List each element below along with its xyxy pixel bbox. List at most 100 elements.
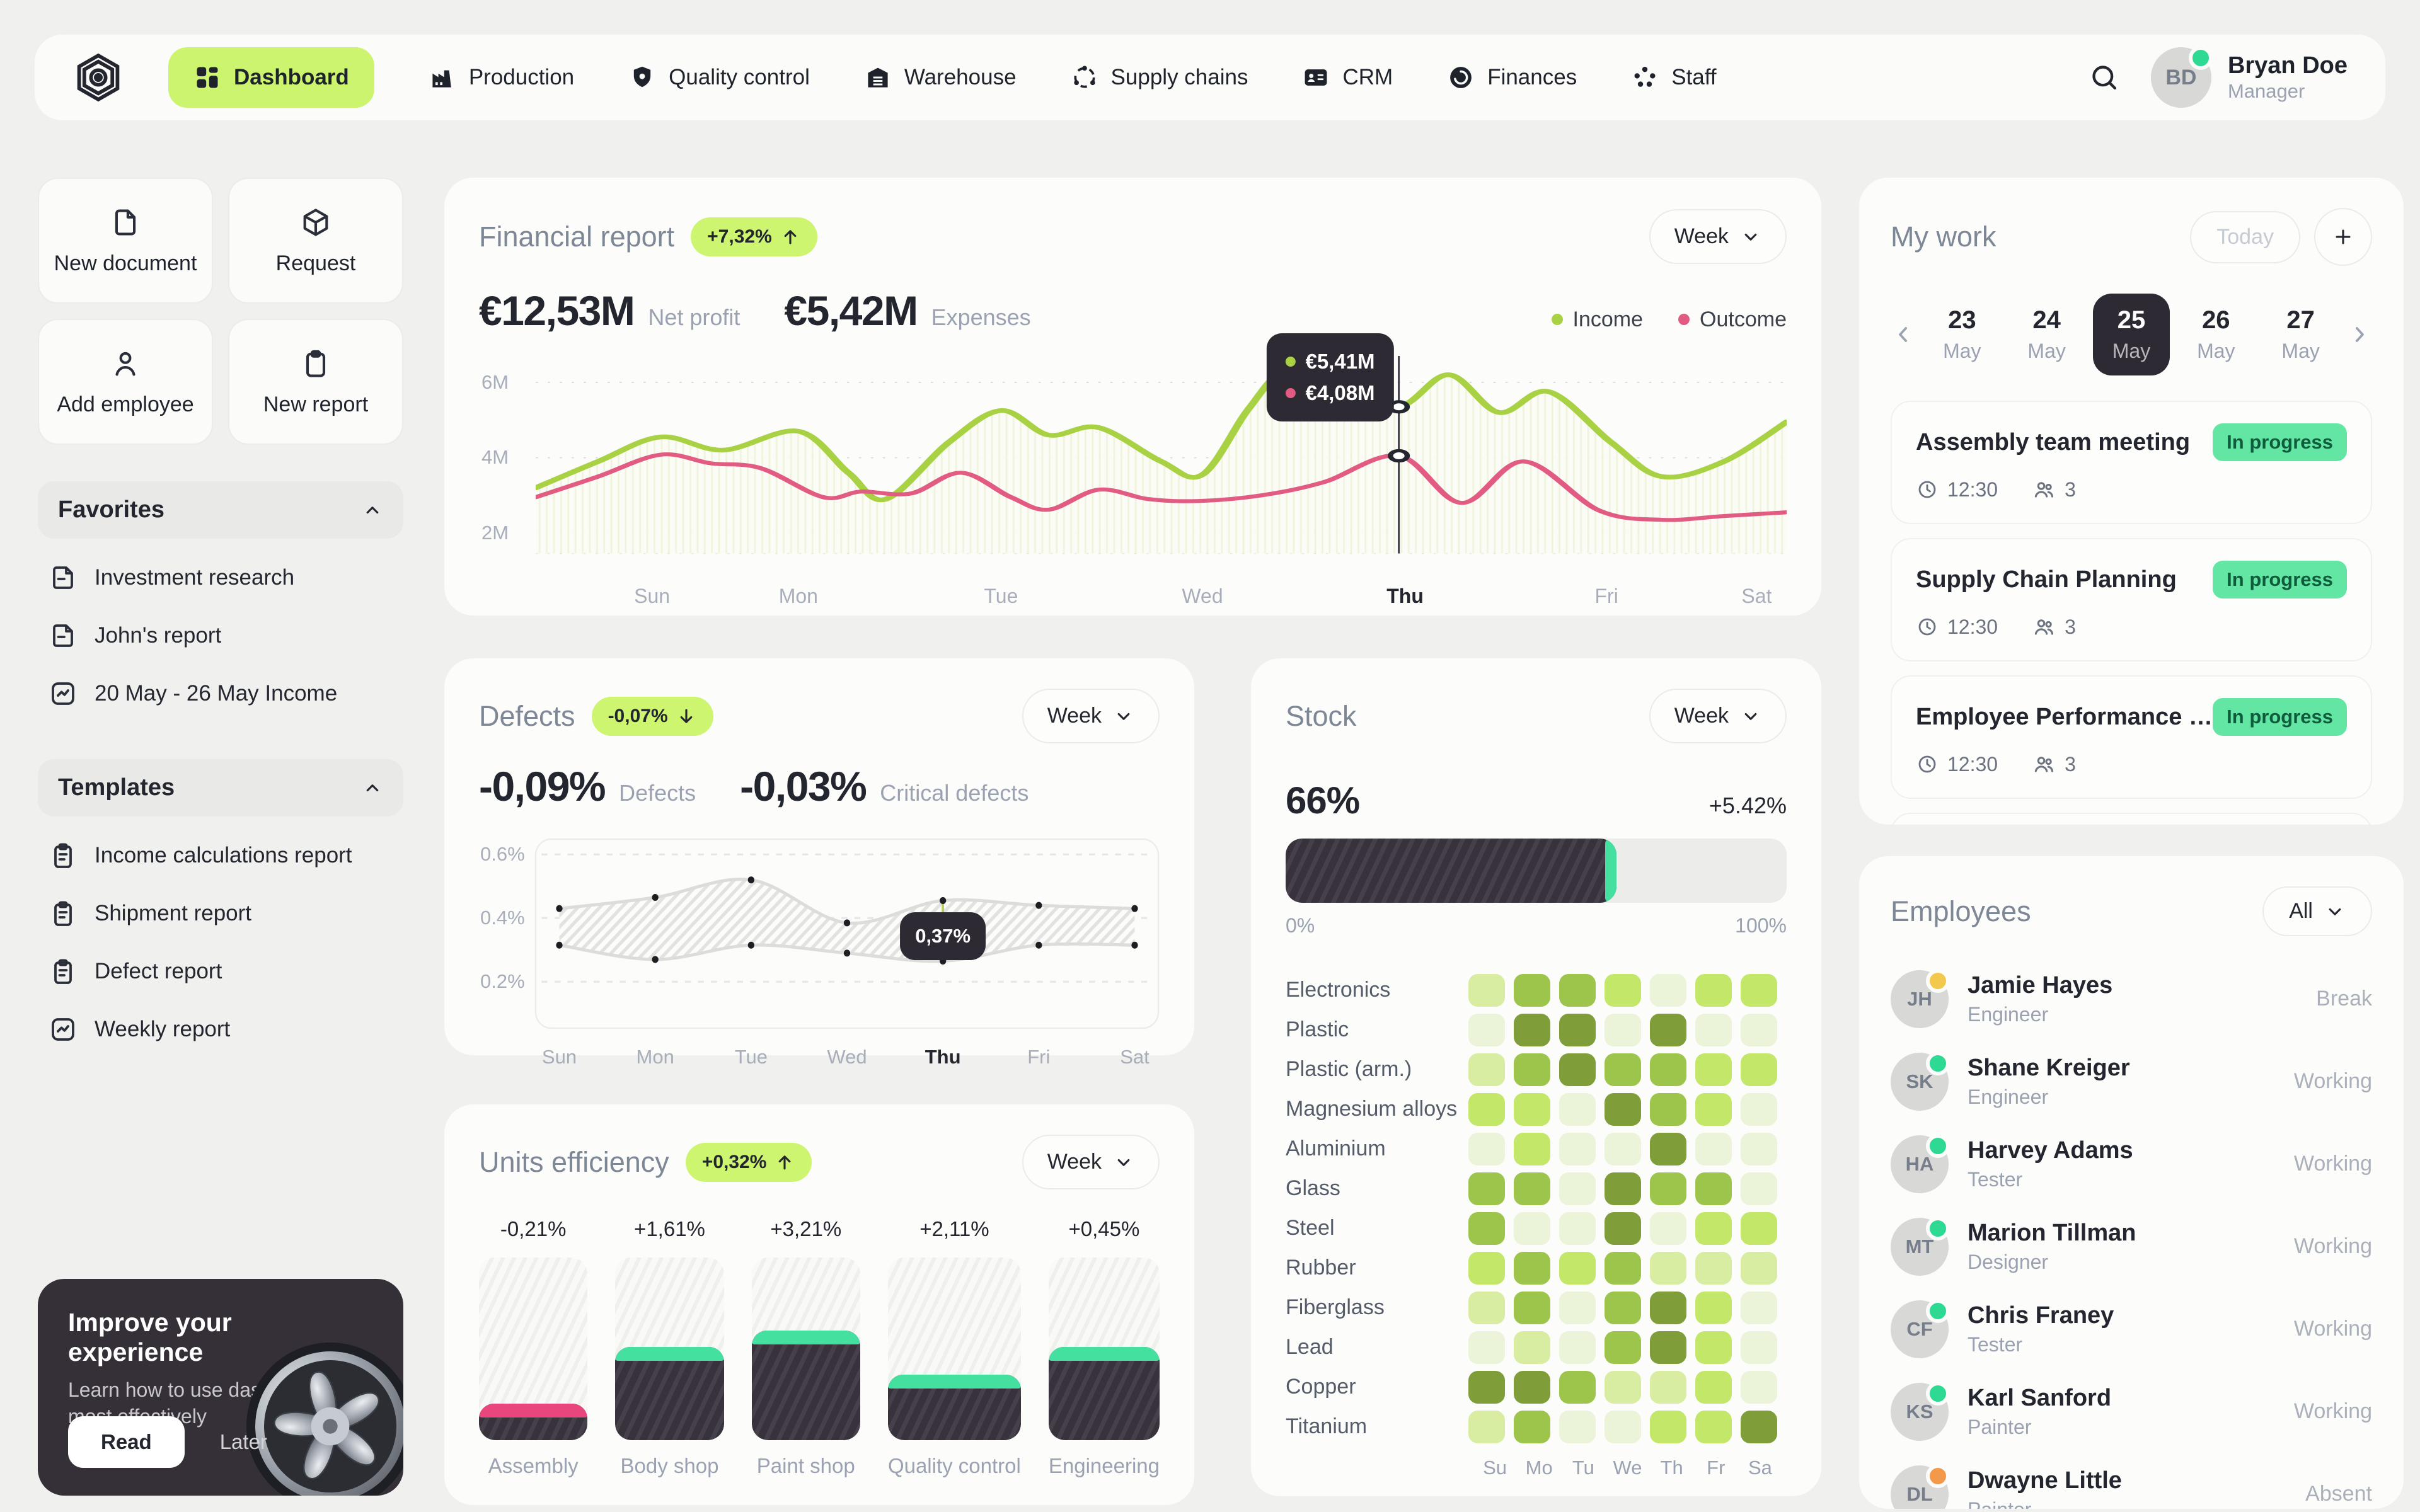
nav-item-supply-chains[interactable]: Supply chains <box>1071 64 1248 91</box>
online-status-dot <box>2188 46 2213 70</box>
expenses-label: Expenses <box>931 304 1031 330</box>
quick-action-add-employee[interactable]: Add employee <box>38 319 213 445</box>
nav-item-production[interactable]: Production <box>429 64 574 91</box>
employee-status-dot <box>1926 1133 1950 1158</box>
employee-status-dot <box>1926 1298 1950 1323</box>
task-card[interactable]: Assembly team meeting In progress 12:30 3 <box>1891 401 2372 524</box>
chevron-down-icon <box>1113 1152 1134 1173</box>
clipboard-icon <box>306 350 326 377</box>
heatmap-cell <box>1650 973 1686 1007</box>
heatmap-cell <box>1695 1251 1732 1285</box>
read-button[interactable]: Read <box>68 1416 185 1468</box>
bar-label: Engineering <box>1048 1454 1160 1477</box>
employee-name: Shane Kreiger <box>1968 1054 2130 1081</box>
sidebar-item[interactable]: Defect report <box>38 942 403 1000</box>
heatmap-cell <box>1468 1211 1505 1245</box>
financial-period-select[interactable]: Week <box>1649 209 1787 264</box>
employee-row[interactable]: MT Marion Tillman Designer Working <box>1891 1205 2372 1288</box>
chain-icon <box>1073 66 1095 88</box>
heatmap-cell <box>1468 1132 1505 1166</box>
employee-role: Tester <box>1968 1167 2023 1191</box>
quick-action-new-document[interactable]: New document <box>38 178 213 304</box>
heatmap-row-label: Plastic <box>1286 1017 1349 1041</box>
employee-row[interactable]: SK Shane Kreiger Engineer Working <box>1891 1040 2372 1123</box>
date-24-may[interactable]: 24 May <box>2027 306 2066 362</box>
defects-period-select[interactable]: Week <box>1022 689 1160 743</box>
favorites-header[interactable]: Favorites <box>38 481 403 539</box>
employee-avatar: SK <box>1891 1051 1950 1111</box>
plus-icon <box>2332 226 2354 248</box>
employee-row[interactable]: DL Dwayne Little Painter Absent <box>1891 1453 2372 1509</box>
user-menu[interactable]: BD Bryan Doe Manager <box>2150 46 2348 108</box>
heatmap-cell <box>1650 1132 1686 1166</box>
heatmap-cell <box>1605 1013 1641 1046</box>
employee-name: Karl Sanford <box>1968 1384 2112 1411</box>
sidebar-item[interactable]: Weekly report <box>38 1000 403 1058</box>
quick-action-request[interactable]: Request <box>228 178 403 304</box>
date-27-may[interactable]: 27 May <box>2281 306 2320 362</box>
later-button[interactable]: Later <box>219 1430 267 1453</box>
nav-item-crm[interactable]: CRM <box>1302 64 1393 91</box>
task-card[interactable]: Risk AssessmentDone <box>1891 813 2372 825</box>
templates-header[interactable]: Templates <box>38 759 403 816</box>
sidebar-item[interactable]: John's report <box>38 607 403 665</box>
date-23-may[interactable]: 23 May <box>1943 306 1981 362</box>
user-name: Bryan Doe <box>2227 52 2348 79</box>
defects-tooltip: 0,37% <box>900 912 986 960</box>
x-axis-label: Mon <box>778 585 818 607</box>
nav-item-staff[interactable]: Staff <box>1631 64 1717 91</box>
employee-status: Working <box>2293 1152 2372 1176</box>
date-26-may[interactable]: 26 May <box>2197 306 2235 362</box>
heatmap-cell <box>1605 1092 1641 1126</box>
sidebar-item[interactable]: Investment research <box>38 549 403 607</box>
employee-row[interactable]: KS Karl Sanford Painter Working <box>1891 1370 2372 1453</box>
heatmap-cell <box>1514 1172 1550 1205</box>
stock-period-select[interactable]: Week <box>1649 689 1787 743</box>
employee-row[interactable]: CF Chris Franey Tester Working <box>1891 1288 2372 1370</box>
x-axis-label: Sat <box>1120 1046 1150 1068</box>
task-card[interactable]: Supply Chain Planning In progress 12:30 3 <box>1891 538 2372 662</box>
bar-track <box>615 1257 724 1440</box>
sidebar-item[interactable]: Income calculations report <box>38 827 403 885</box>
nav-item-warehouse[interactable]: Warehouse <box>864 64 1017 91</box>
nav-items: Dashboard Production Quality control Wareho… <box>168 47 1717 108</box>
heatmap-cell <box>1650 1331 1686 1364</box>
attendees-icon <box>2034 482 2054 498</box>
today-button[interactable]: Today <box>2190 210 2300 263</box>
nav-item-finances[interactable]: Finances <box>1447 64 1577 91</box>
date-25-may[interactable]: 25 May <box>2092 294 2170 375</box>
employees-filter-select[interactable]: All <box>2262 886 2372 936</box>
employee-row[interactable]: JH Jamie Hayes Engineer Break <box>1891 958 2372 1040</box>
legend-item: Outcome <box>1678 307 1787 332</box>
main-content: Financial report +7,32% Week €12,53M Net… <box>444 178 1821 1512</box>
heatmap-cell <box>1741 1331 1777 1364</box>
add-task-button[interactable] <box>2314 208 2372 266</box>
heatmap-cell <box>1650 1410 1686 1443</box>
chevron-down-icon <box>1740 226 1761 248</box>
search-icon[interactable] <box>2088 61 2121 94</box>
heatmap-row-label: Rubber <box>1286 1256 1356 1280</box>
heatmap-cell <box>1559 1092 1596 1126</box>
nav-item-quality-control[interactable]: Quality control <box>628 64 810 91</box>
arrow-up-icon <box>774 1152 795 1173</box>
units-period-select[interactable]: Week <box>1022 1135 1160 1189</box>
prev-dates-button[interactable] <box>1891 322 1916 347</box>
sidebar-item[interactable]: Shipment report <box>38 885 403 942</box>
task-card[interactable]: Employee Performance Evalua...In progres… <box>1891 675 2372 799</box>
heatmap-cell <box>1695 1132 1732 1166</box>
heatmap-cell <box>1650 1291 1686 1324</box>
employee-row[interactable]: HA Harvey Adams Tester Working <box>1891 1123 2372 1205</box>
sidebar-item[interactable]: 20 May - 26 May Income <box>38 665 403 723</box>
stock-title: Stock <box>1286 699 1357 732</box>
heatmap-cell <box>1514 1370 1550 1404</box>
employee-status-dot <box>1926 1216 1950 1240</box>
heatmap-cell <box>1559 1132 1596 1166</box>
defects-panel: Defects -0,07% Week -0,09% Defects -0,03… <box>444 658 1194 1068</box>
quick-action-new-report[interactable]: New report <box>228 319 403 445</box>
bar-value: +3,21% <box>770 1217 842 1240</box>
nav-item-dashboard[interactable]: Dashboard <box>168 47 374 108</box>
bar-fill <box>1048 1347 1160 1440</box>
wheel-image <box>223 1319 403 1496</box>
x-axis-label: Sun <box>634 585 671 607</box>
next-dates-button[interactable] <box>2347 322 2372 347</box>
